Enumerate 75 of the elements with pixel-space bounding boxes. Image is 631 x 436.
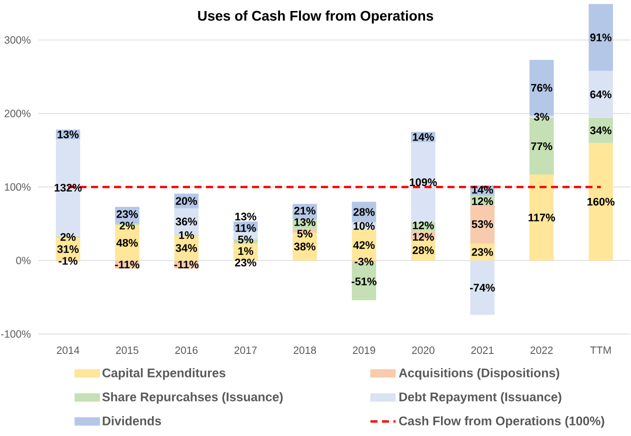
data-label: 38% — [294, 242, 316, 250]
legend-label: Debt Repayment (Issuance) — [399, 392, 562, 404]
x-tick-label: 2017 — [234, 346, 257, 354]
x-tick-label: 2016 — [175, 346, 198, 354]
data-label: 12% — [412, 221, 434, 230]
data-label: 20% — [176, 197, 198, 205]
data-label: 91% — [590, 34, 612, 42]
data-label: 23% — [116, 210, 138, 218]
x-tick-label: TTM — [590, 346, 611, 354]
x-tick-label: 2022 — [530, 346, 553, 354]
data-label: 53% — [472, 220, 494, 228]
data-label: 5% — [297, 230, 312, 238]
data-label: 2% — [120, 222, 135, 230]
data-label: 23% — [472, 248, 494, 256]
data-label: 14% — [412, 133, 434, 141]
data-label: 23% — [235, 258, 256, 266]
data-label: -3% — [354, 258, 374, 266]
data-label: 2% — [60, 233, 76, 241]
data-label: 28% — [353, 208, 375, 216]
data-label: 117% — [528, 214, 556, 222]
data-label: 13% — [235, 212, 256, 220]
data-label: -74% — [470, 284, 495, 292]
x-tick-label: 2014 — [56, 346, 80, 354]
data-label: 11% — [236, 224, 256, 232]
data-label: 42% — [353, 241, 375, 249]
data-label: 132% — [54, 184, 82, 192]
data-label: -11% — [174, 260, 199, 268]
data-label: 12% — [412, 232, 434, 241]
legend-label: Capital Expenditures — [102, 368, 226, 380]
data-label: 36% — [176, 218, 198, 226]
y-tick-label: 100% — [4, 183, 30, 191]
data-label: -51% — [352, 278, 376, 286]
data-label: 1% — [238, 247, 254, 255]
data-label: 3% — [534, 112, 550, 121]
bar — [529, 174, 554, 260]
data-label: 14% — [472, 186, 494, 194]
bar — [470, 260, 495, 315]
legend-label: Dividends — [102, 416, 161, 426]
y-tick-label: 200% — [4, 110, 30, 118]
data-label: 34% — [590, 126, 612, 134]
bar — [588, 142, 613, 260]
x-tick-label: 2018 — [294, 346, 316, 354]
y-tick-label: 300% — [4, 36, 30, 44]
data-label: 34% — [176, 244, 198, 252]
chart-title: Uses of Cash Flow from Operations — [198, 10, 434, 24]
x-tick-label: 2020 — [412, 346, 434, 354]
data-label: -1% — [58, 257, 78, 265]
data-label: 77% — [531, 142, 552, 150]
legend-label: Cash Flow from Operations (100%) — [399, 416, 604, 428]
data-label: 28% — [412, 246, 434, 254]
data-label: 13% — [58, 130, 79, 138]
data-label: 160% — [587, 198, 615, 206]
bar — [470, 204, 495, 244]
data-label: 1% — [179, 231, 194, 239]
data-label: 5% — [238, 236, 254, 244]
data-label: 76% — [531, 84, 552, 92]
data-label: 10% — [354, 222, 375, 230]
data-label: 12% — [472, 197, 494, 206]
data-label: 109% — [410, 178, 437, 186]
data-label: 21% — [294, 206, 316, 215]
legend-label: Acquisitions (Dispositions) — [398, 368, 560, 380]
bar — [588, 70, 613, 118]
data-label: 64% — [590, 90, 612, 98]
x-tick-label: 2015 — [116, 346, 138, 354]
data-label: 48% — [116, 238, 138, 247]
data-label: 13% — [294, 218, 316, 226]
y-tick-label: -100% — [1, 330, 30, 338]
data-label: 31% — [57, 245, 79, 253]
legend-label: Share Repurcahses (Issuance) — [102, 392, 283, 404]
bar — [411, 142, 436, 222]
x-tick-label: 2019 — [352, 346, 376, 354]
x-tick-label: 2021 — [471, 346, 494, 354]
data-label: -11% — [115, 260, 140, 268]
y-tick-label: 0% — [16, 256, 30, 264]
bar — [588, 4, 613, 71]
